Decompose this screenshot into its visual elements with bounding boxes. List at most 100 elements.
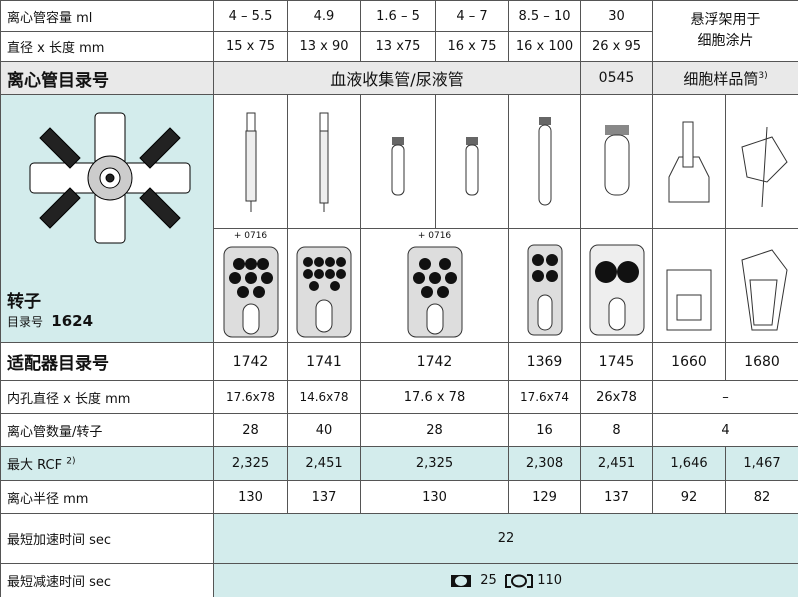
table-cell — [287, 94, 361, 229]
cell-text: 2,325 — [360, 446, 509, 481]
table-cell — [508, 94, 581, 229]
table-cell: 转子 目录号 1624 — [0, 94, 214, 343]
cell-text: 细胞涂片 — [697, 33, 754, 49]
cell-text: 细胞样品筒 — [683, 69, 759, 88]
cell-text: 1680 — [725, 342, 798, 381]
cell-text: 悬浮架用于 — [690, 12, 761, 28]
table-cell — [652, 94, 726, 229]
cell-text: 8.5 – 10 — [508, 0, 581, 32]
cell-text: 130 — [360, 480, 509, 514]
cell-text: 0545 — [580, 61, 653, 95]
holder-icon — [741, 126, 788, 207]
cell-text: 3) — [758, 70, 768, 81]
cell-text: 4 — [652, 413, 798, 447]
cell-text: 1369 — [508, 342, 581, 381]
cell-text: + 0716 — [417, 231, 452, 241]
cell-text: 1741 — [287, 342, 361, 381]
cell-text: 最大 RCF — [7, 458, 63, 473]
table-row: + 0716 + 0716 — [1, 228, 798, 343]
cell-text: 28 — [360, 413, 509, 447]
table-row: 最短加速时间 sec 22 — [0, 513, 798, 564]
cell-text: 最短减速时间 sec — [0, 563, 214, 597]
cell-text: 1624 — [51, 312, 94, 330]
cell-text: 129 — [508, 480, 581, 514]
tube-icon — [465, 136, 479, 195]
tube-icon — [245, 112, 256, 212]
rotor-icon — [29, 112, 191, 244]
cell-text: 17.6x74 — [508, 380, 581, 414]
table-cell — [725, 228, 798, 343]
holder-icon — [741, 248, 788, 330]
cell-text: 15 x 75 — [213, 31, 288, 62]
adapter-icon — [527, 244, 562, 335]
table-row: 离心管容量 ml 4 – 5.5 4.9 1.6 – 5 4 – 7 8.5 – 10… — [0, 0, 798, 62]
cell-text: 17.6x78 — [213, 380, 288, 414]
table-cell: 最大 RCF 2) — [0, 446, 214, 481]
cell-text: 目录号 — [7, 315, 44, 329]
table-cell — [725, 94, 798, 229]
table-cell — [508, 228, 581, 343]
cell-text: 14.6x78 — [287, 380, 361, 414]
adapter-icon — [223, 246, 278, 337]
table-cell: 转子 目录号 1624 — [7, 287, 93, 330]
cell-text: 直径 x 长度 mm — [0, 31, 214, 62]
table-row: 离心半径 mm 130 137 130 129 137 92 82 — [0, 480, 798, 514]
cell-text: 1,467 — [725, 446, 798, 481]
table-cell — [580, 228, 653, 343]
cell-text: 16 — [508, 413, 581, 447]
table-cell — [652, 228, 726, 343]
adapter-icon — [589, 244, 644, 335]
cell-text: 2) — [66, 456, 76, 467]
cell-text: 离心管容量 ml — [0, 0, 214, 32]
table-cell: 25 110 — [213, 563, 798, 597]
table-cell: 细胞样品筒3) — [652, 61, 798, 95]
cell-text: 82 — [725, 480, 798, 514]
table-row: 最大 RCF 2) 2,325 2,451 2,325 2,308 2,451 1,6… — [0, 446, 798, 481]
tube-icon — [604, 124, 629, 195]
cell-text: 8 — [580, 413, 653, 447]
table-cell — [360, 94, 436, 229]
table-cell: 悬浮架用于 细胞涂片 — [652, 0, 798, 62]
cell-text: 16 x 75 — [435, 31, 509, 62]
table-cell — [213, 94, 288, 229]
cell-text: 16 x 100 — [508, 31, 581, 62]
table-cell — [287, 228, 361, 343]
table-cell — [580, 94, 653, 229]
brake-icon — [505, 573, 534, 588]
cell-text: 1.6 – 5 — [360, 0, 436, 32]
holder-icon — [666, 269, 712, 330]
cell-text: 最短加速时间 sec — [0, 513, 214, 564]
cell-text: 2,451 — [580, 446, 653, 481]
cell-text: 1742 — [213, 342, 288, 381]
cell-text: 1660 — [652, 342, 726, 381]
cell-text: 13 x 90 — [287, 31, 361, 62]
cell-text: 40 — [287, 413, 361, 447]
cell-text: 2,451 — [287, 446, 361, 481]
cell-text: 1,646 — [652, 446, 726, 481]
cell-text: 适配器目录号 — [0, 342, 214, 381]
cell-text: 137 — [580, 480, 653, 514]
cell-text: 26 x 95 — [580, 31, 653, 62]
table-cell — [435, 94, 509, 229]
cell-text: 离心管目录号 — [0, 61, 214, 95]
table-row: 直径 x 长度 mm 15 x 75 13 x 90 13 x75 16 x 75 1… — [0, 31, 798, 62]
cell-text: 4.9 — [287, 0, 361, 32]
cell-text: 转子 — [7, 292, 41, 312]
cell-text: 13 x75 — [360, 31, 436, 62]
cell-text: 内孔直径 x 长度 mm — [0, 380, 214, 414]
cell-text: 26x78 — [580, 380, 653, 414]
cell-text: 2,308 — [508, 446, 581, 481]
tube-icon — [538, 116, 551, 205]
table-row: 转子 目录号 1624 — [0, 94, 798, 343]
cell-text: 2,325 — [213, 446, 288, 481]
tube-icon — [319, 112, 329, 212]
cell-text: 22 — [213, 513, 798, 564]
cell-text: 1742 — [360, 342, 509, 381]
cell-text: 4 – 5.5 — [213, 0, 288, 32]
cell-text: 血液收集管/尿液管 — [213, 61, 581, 95]
cell-text: 17.6 x 78 — [360, 380, 509, 414]
adapter-icon — [407, 246, 462, 337]
table-row: 内孔直径 x 长度 mm 17.6x78 14.6x78 17.6 x 78 17.… — [0, 380, 798, 414]
